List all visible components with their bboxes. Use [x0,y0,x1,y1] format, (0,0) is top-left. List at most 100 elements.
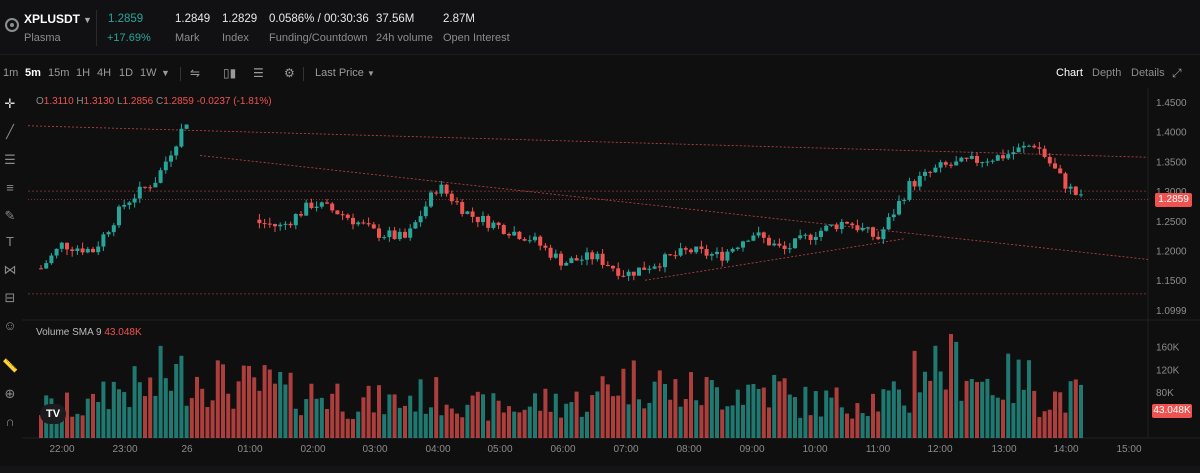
volume-bar [174,363,179,438]
candle-body [153,182,158,188]
volume-bar [106,409,111,438]
candle-body [782,245,787,250]
volume-sma-value: 43.048K [104,327,142,338]
candle-body [1047,156,1052,164]
volume-bar [247,365,251,438]
volume-bar [803,386,808,438]
volume-bar [663,383,667,438]
candle-body [1068,186,1073,189]
volume-bar [533,393,537,438]
open-interest-label: Open Interest [443,32,510,44]
text-icon[interactable]: T [6,234,14,249]
volume-bar [694,400,699,438]
candle-body [481,216,485,223]
index-label: Index [222,32,249,44]
candle-body [715,251,719,255]
candle-body [730,249,735,252]
candle-body [881,229,886,240]
candle-body [964,157,969,159]
plasma-coin-icon [5,18,19,32]
volume-bar [262,365,267,438]
magnet-icon[interactable]: ∩ [5,414,15,429]
candle-body [1027,145,1031,147]
pattern-icon[interactable]: ⋈ [3,262,17,277]
candle-body [725,251,730,261]
tab-details[interactable]: Details [1131,67,1165,79]
candle-type-icon[interactable]: ▯▮ [223,66,237,80]
symbol-selector[interactable]: XPLUSDT ▼ [24,12,92,26]
volume-bar [616,395,621,438]
volume-bar [491,393,496,438]
candle-body [709,254,714,256]
price-type-label: Last Price [315,67,364,79]
candle-body [460,202,465,214]
candle-body [751,235,756,241]
volume-bar [522,409,527,438]
candle-body [574,258,579,261]
interval-1d[interactable]: 1D [119,67,134,79]
candle-body [533,236,537,241]
candle-body [127,202,132,205]
ruler-icon[interactable]: 📏 [2,358,19,373]
volume-bar [642,408,647,438]
volume-bar [429,407,433,438]
volume-bar [912,350,917,438]
volume-bar [59,407,64,438]
candle-body [559,253,563,266]
candle-body [689,249,693,253]
divider [96,10,97,46]
price-type-select[interactable]: Last Price ▼ [315,67,375,79]
candle-body [1021,145,1026,148]
candle-body [356,222,361,225]
chevron-down-icon[interactable]: ▼ [161,68,170,78]
trend-line-icon[interactable]: ╱ [6,124,14,139]
candle-body [694,246,699,253]
ohlc-change: -0.0237 (-1.81%) [196,96,272,107]
brush-icon[interactable]: ✎ [4,208,16,223]
tab-depth[interactable]: Depth [1092,67,1122,79]
emoji-icon[interactable]: ☺ [3,318,17,333]
volume-bar [767,407,771,438]
volume-bar [148,377,153,438]
volume-bar [241,365,246,438]
tab-chart[interactable]: Chart [1056,67,1083,79]
price-chart[interactable]: 1.4500 1.4000 1.3500 1.3000 1.2500 1.2000 1.15… [0,88,1200,466]
zoom-icon[interactable]: ⊕ [4,386,16,401]
interval-1h[interactable]: 1H [76,67,91,79]
interval-1w[interactable]: 1W [140,67,157,79]
candle-body [288,223,293,226]
candle-body [340,214,345,216]
volume-bar [720,409,725,438]
volume-bar [449,408,454,438]
volume-bar [283,384,288,438]
candle-body [59,242,64,249]
gear-icon[interactable]: ⚙ [284,66,295,80]
interval-15m[interactable]: 15m [48,67,70,79]
volume-tick-label: 120K [1156,365,1180,376]
candle-body [423,206,428,217]
interval-4h[interactable]: 4H [97,67,112,79]
volume-bar [782,378,787,438]
time-tick-label: 14:00 [1053,444,1078,455]
list-icon[interactable]: ☰ [253,66,264,80]
interval-1m[interactable]: 1m [3,67,19,79]
volume-bar [673,379,678,438]
expand-icon[interactable]: ⤢ [1172,66,1182,80]
volume-bar [527,406,532,438]
forecast-icon[interactable]: ⊟ [4,290,16,305]
volume-bar [189,398,194,438]
volume-bar [928,380,933,438]
horizontal-lines-icon[interactable]: ☰ [4,152,16,167]
time-tick-label: 26 [181,444,193,455]
indicators-icon[interactable]: ⇋ [190,66,201,80]
volume-bar [1032,390,1037,438]
candle-body [865,227,870,229]
volume-bar [865,416,870,438]
volume-bar [891,381,896,438]
fib-icon[interactable]: ≡ [6,180,14,195]
candle-body [439,184,444,194]
volume-bar [1058,392,1063,438]
interval-5m[interactable]: 5m [25,67,41,79]
crosshair-icon[interactable]: ✛ [4,96,16,111]
volume-bar [611,396,615,438]
